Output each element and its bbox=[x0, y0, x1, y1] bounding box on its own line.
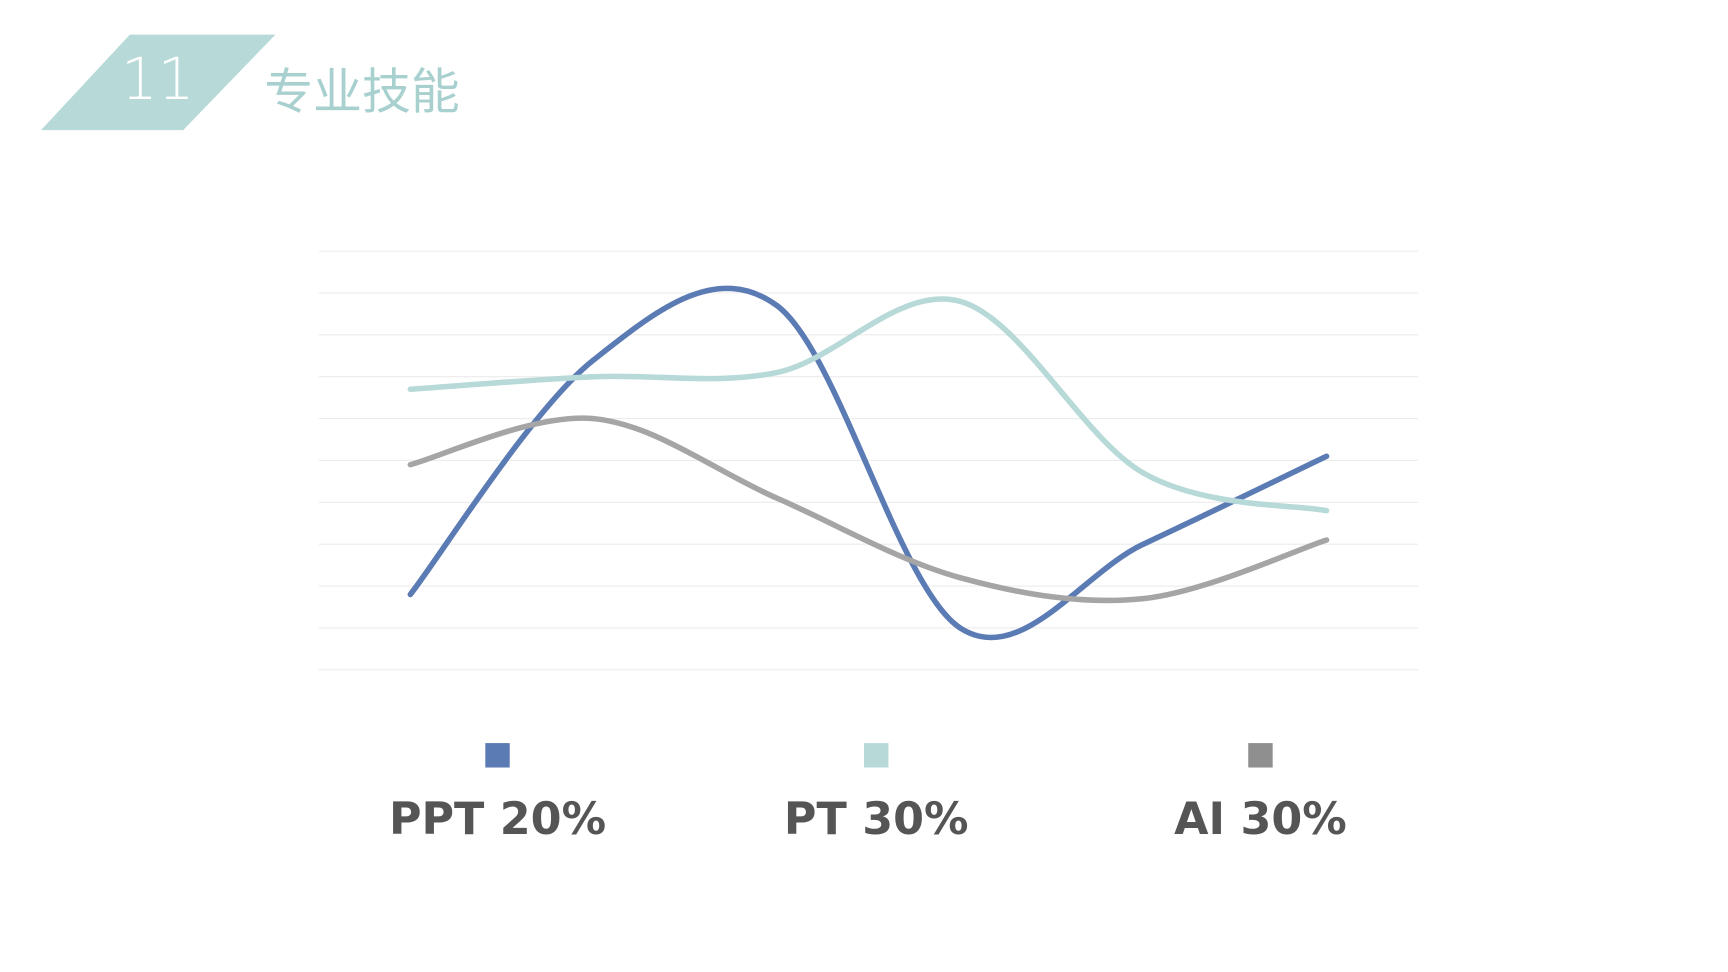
header-badge bbox=[41, 34, 276, 131]
series-line bbox=[407, 285, 1330, 641]
series-line bbox=[407, 415, 1330, 604]
legend-label: PPT 20% bbox=[389, 794, 606, 845]
legend-swatch bbox=[864, 743, 889, 768]
series-line bbox=[407, 296, 1330, 514]
legend-label: AI 30% bbox=[1174, 794, 1347, 845]
legend-swatch bbox=[1248, 743, 1273, 768]
legend-label: PT 30% bbox=[784, 794, 969, 845]
plot: PPT 20% PT 30% AI 30% bbox=[318, 250, 1419, 845]
section-number: 11 bbox=[121, 45, 194, 113]
legend-swatch bbox=[485, 743, 510, 768]
section-title: 专业技能 bbox=[264, 64, 459, 121]
